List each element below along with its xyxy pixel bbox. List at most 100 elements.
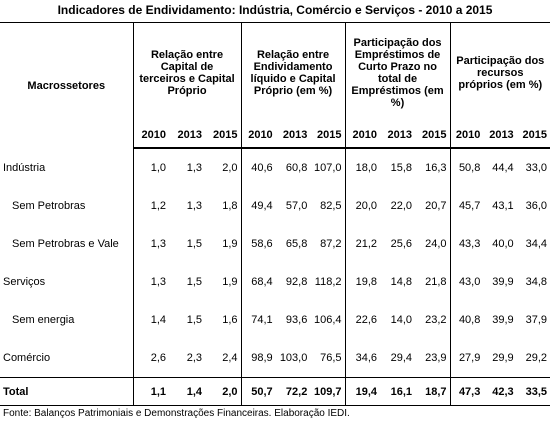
cell: 44,4 <box>492 162 514 174</box>
cell: 34,8 <box>525 276 548 288</box>
debt-table: Macrossetores Relação entre Capital de t… <box>0 22 550 406</box>
cell: 1,2 <box>132 187 169 225</box>
cell: 19,8 <box>344 263 381 301</box>
group-header: Relação entre Capital de terceiros e Cap… <box>132 22 242 123</box>
group-header: Participação dos recursos próprios (em %… <box>449 22 550 123</box>
source: Fonte: Balanços Patrimoniais e Demonstra… <box>3 408 350 419</box>
cell: 1,4 <box>132 301 169 339</box>
table-row: Sem energia 1,4 1,5 1,6 74,1 93,6 106,4 22,6 14,… <box>0 301 550 339</box>
cell: 109,7 <box>310 377 346 406</box>
cell: 1,5 <box>186 276 202 288</box>
cell: 1,9 <box>222 238 238 250</box>
cell: 14,0 <box>390 314 413 326</box>
table-row: Total 1,1 1,4 2,0 50,7 72,2 109,7 19,4 16,1 18,7 4… <box>0 377 550 406</box>
cell: 18,0 <box>344 148 381 187</box>
cell: 2,0 <box>222 162 238 174</box>
cell: 72,2 <box>275 377 311 406</box>
cell: 47,3 <box>449 377 484 406</box>
cell: 103,0 <box>279 352 308 364</box>
cell: 1,3 <box>186 162 202 174</box>
cell: 107,0 <box>313 162 342 174</box>
cell: 1,3 <box>132 263 169 301</box>
cell: 1,0 <box>132 148 169 187</box>
year-header: 2015 <box>205 123 242 149</box>
year-header: 2015 <box>415 123 451 149</box>
cell: 1,3 <box>186 200 202 212</box>
cell: 58,6 <box>240 225 276 263</box>
cell: 40,0 <box>492 238 514 250</box>
row-label: Indústria <box>3 161 46 174</box>
cell: 65,8 <box>285 238 308 250</box>
cell: 29,2 <box>525 352 548 364</box>
cell: 118,2 <box>314 276 342 288</box>
cell: 34,6 <box>344 339 381 378</box>
cell: 14,8 <box>390 276 413 288</box>
row-label: Sem energia <box>12 314 75 326</box>
cell: 37,9 <box>525 314 548 326</box>
cell: 49,4 <box>240 187 276 225</box>
cell: 60,8 <box>285 162 308 174</box>
cell: 19,4 <box>344 377 381 406</box>
cell: 82,5 <box>320 200 342 212</box>
cell: 50,7 <box>240 377 276 406</box>
cell: 39,9 <box>492 314 514 326</box>
cell: 34,4 <box>525 238 548 250</box>
cell: 23,2 <box>425 314 447 326</box>
cell: 43,1 <box>492 200 514 212</box>
cell: 93,6 <box>285 314 308 326</box>
cell: 68,4 <box>240 263 276 301</box>
cell: 2,6 <box>132 339 169 378</box>
cell: 40,6 <box>240 148 276 187</box>
cell: 40,8 <box>449 301 484 339</box>
cell: 1,3 <box>132 225 169 263</box>
cell: 43,3 <box>449 225 484 263</box>
group-header: Participação dos Empréstimos de Curto Pr… <box>344 22 451 123</box>
cell: 2,3 <box>186 352 202 364</box>
cell: 42,3 <box>483 377 517 406</box>
cell: 22,6 <box>344 301 381 339</box>
year-row: 2010 2013 2015 2010 2013 2015 2010 2013 2015 2010… <box>0 123 550 149</box>
cell: 1,1 <box>132 377 169 406</box>
group-header: Relação entre Endividamento líquido e Ca… <box>240 22 346 123</box>
row-label: Serviços <box>3 276 46 288</box>
cell: 1,8 <box>222 200 238 212</box>
cell: 36,0 <box>525 200 548 212</box>
year-header: 2013 <box>380 123 416 149</box>
cell: 98,9 <box>240 339 276 378</box>
cell: 16,3 <box>425 162 447 174</box>
cell: 1,4 <box>169 377 205 406</box>
cell: 29,9 <box>492 352 514 364</box>
year-header: 2013 <box>169 123 205 149</box>
cell: 18,7 <box>415 377 451 406</box>
cell: 23,9 <box>425 352 447 364</box>
cell: 15,8 <box>390 162 413 174</box>
row-label: Total <box>0 377 133 406</box>
cell: 24,0 <box>425 238 447 250</box>
row-label: Comércio <box>3 352 51 364</box>
title: Indicadores de Endividamento: Indústria,… <box>57 3 493 17</box>
cell: 25,6 <box>390 238 413 250</box>
cell: 1,6 <box>222 314 238 326</box>
year-header: 2010 <box>344 123 381 149</box>
cell: 87,2 <box>320 238 342 250</box>
cell: 45,7 <box>449 187 484 225</box>
row-label: Sem Petrobras e Vale <box>12 238 119 250</box>
table-row: Sem Petrobras e Vale 1,3 1,5 1,9 58,6 65,8 87,… <box>0 225 550 263</box>
year-header: 2013 <box>483 123 517 149</box>
cell: 50,8 <box>449 148 484 187</box>
cell: 76,5 <box>320 352 342 364</box>
cell: 22,0 <box>390 200 413 212</box>
cell: 43,0 <box>449 263 484 301</box>
group-header-row: Macrossetores Relação entre Capital de t… <box>0 22 550 148</box>
table-row: Comércio 2,6 2,3 2,4 98,9 103,0 76,5 34,6 29,4 23… <box>0 339 550 378</box>
year-header: 2015 <box>310 123 346 149</box>
row-label: Sem Petrobras <box>12 200 86 212</box>
year-header: 2013 <box>275 123 311 149</box>
cell: 16,1 <box>380 377 416 406</box>
cell: 1,5 <box>186 238 202 250</box>
cell: 92,8 <box>285 276 308 288</box>
year-header: 2015 <box>516 123 550 149</box>
cell: 39,9 <box>492 276 514 288</box>
cell: 27,9 <box>449 339 484 378</box>
